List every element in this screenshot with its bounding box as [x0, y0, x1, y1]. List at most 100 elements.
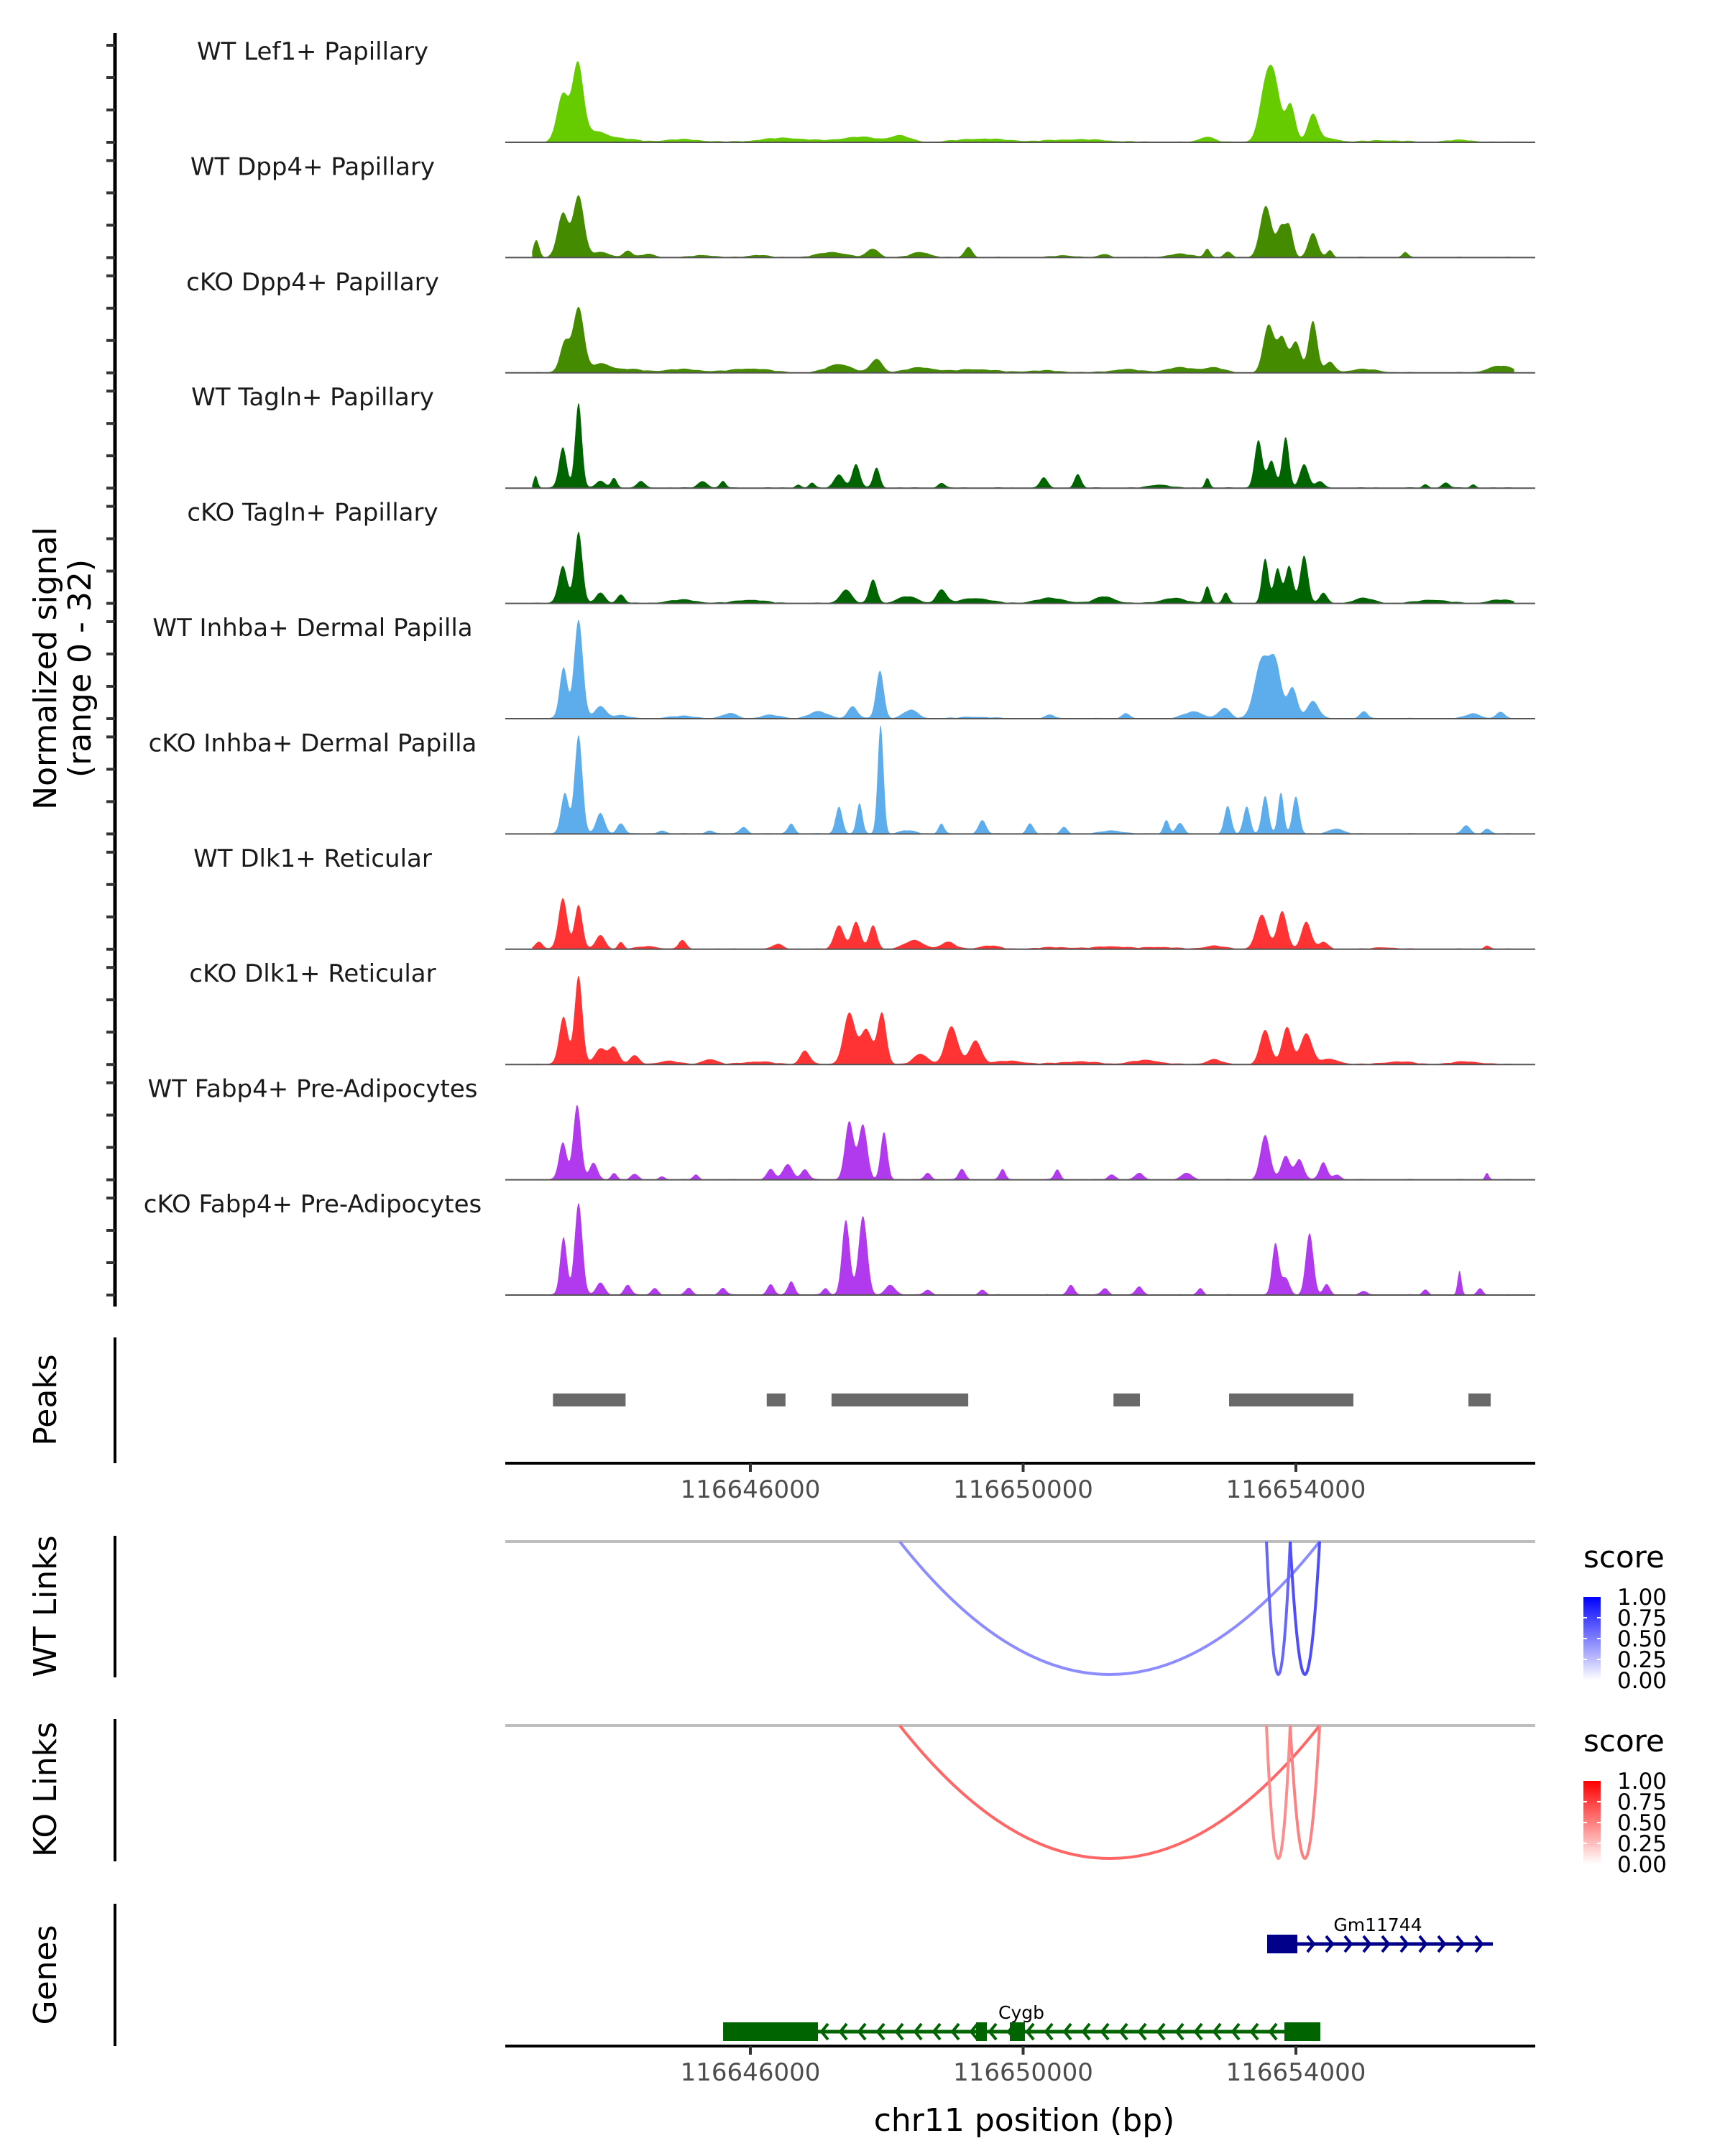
wt-links-panel: WT Links score 1.000.750.500.250.00 — [27, 1535, 1667, 1694]
legend-tick-label: 0.50 — [1617, 1810, 1667, 1836]
peaks-panel: Peaks 116646000 116650000 116654000 — [27, 1337, 1535, 1504]
gene-label: Gm11744 — [1333, 1915, 1422, 1935]
link-arc — [1265, 1541, 1292, 1676]
strand-arrow-icon — [1118, 2022, 1128, 2041]
gene-exon — [1266, 1935, 1297, 1953]
coverage-track: cKO Dpp4+ Papillary — [186, 268, 1535, 374]
legend-tick-label: 1.00 — [1617, 1769, 1667, 1795]
coverage-y-axis-subtitle: (range 0 - 32) — [62, 559, 98, 778]
link-arc — [898, 1724, 1321, 1860]
link-arc — [898, 1540, 1321, 1676]
gene-exon — [723, 2022, 819, 2041]
strand-arrow-icon — [1137, 2022, 1147, 2041]
legend-tick-label: 0.25 — [1617, 1831, 1667, 1857]
track-label: cKO Tagln+ Papillary — [187, 499, 438, 528]
coverage-area — [532, 403, 1514, 489]
strand-arrow-icon — [932, 2022, 942, 2041]
gene-exon — [1009, 2022, 1025, 2041]
strand-arrow-icon — [1306, 1935, 1316, 1953]
strand-arrow-icon — [1156, 2022, 1166, 2041]
coverage-area — [532, 975, 1514, 1065]
strand-arrow-icon — [1100, 2022, 1110, 2041]
track-label: cKO Inhba+ Dermal Papilla — [149, 729, 477, 757]
peak-region — [766, 1393, 786, 1406]
strand-arrow-icon — [1062, 2022, 1072, 2041]
coverage-area — [532, 306, 1514, 373]
track-label: WT Fabp4+ Pre-Adipocytes — [148, 1075, 478, 1104]
strand-arrow-icon — [1249, 2022, 1259, 2041]
track-label: WT Inhba+ Dermal Papilla — [152, 614, 472, 642]
strand-arrow-icon — [838, 2022, 848, 2041]
track-label: WT Lef1+ Papillary — [197, 37, 428, 66]
strand-arrow-icon — [1193, 2022, 1203, 2041]
ko-links-panel-title: KO Links — [27, 1722, 64, 1857]
wt-links-panel-title: WT Links — [27, 1535, 64, 1677]
coverage-track: cKO Fabp4+ Pre-Adipocytes — [144, 1190, 1535, 1296]
strand-arrow-icon — [1437, 1935, 1447, 1953]
track-label: cKO Dlk1+ Reticular — [189, 959, 436, 988]
x-tick-label: 116650000 — [953, 2058, 1093, 2087]
peak-region — [553, 1393, 626, 1406]
legend-tick-label: 0.00 — [1617, 1668, 1667, 1694]
strand-arrow-icon — [1325, 1935, 1335, 1953]
link-arc — [1289, 1541, 1322, 1676]
coverage-track: WT Tagln+ Papillary — [191, 383, 1535, 489]
strand-arrow-icon — [1474, 1935, 1484, 1953]
strand-arrow-icon — [969, 2022, 979, 2041]
coverage-track: cKO Inhba+ Dermal Papilla — [149, 725, 1535, 835]
strand-arrow-icon — [1044, 2022, 1054, 2041]
strand-arrow-icon — [1362, 1935, 1372, 1953]
strand-arrow-icon — [894, 2022, 904, 2041]
legend-tick-label: 0.75 — [1617, 1789, 1667, 1815]
legend-tick-label: 0.25 — [1617, 1647, 1667, 1673]
ko-score-legend: score 1.000.750.500.250.00 — [1583, 1723, 1667, 1878]
strand-arrow-icon — [1268, 2022, 1278, 2041]
gene-model: Cygb — [723, 2002, 1320, 2041]
peak-region — [831, 1393, 969, 1406]
coverage-track: WT Dlk1+ Reticular — [193, 844, 1535, 950]
x-tick-label: 116646000 — [681, 2058, 821, 2087]
gene-label: Cygb — [998, 2002, 1044, 2023]
coverage-area — [532, 1105, 1514, 1180]
coverage-panel: Normalized signal (range 0 - 32) WT Lef1… — [27, 33, 1535, 1307]
coverage-area — [532, 725, 1514, 834]
strand-arrow-icon — [819, 2022, 829, 2041]
gene-exon — [1284, 2022, 1320, 2041]
coverage-y-axis-title: Normalized signal — [27, 527, 64, 810]
coverage-area — [532, 619, 1514, 719]
coverage-track: WT Inhba+ Dermal Papilla — [152, 614, 1535, 719]
strand-arrow-icon — [1230, 2022, 1241, 2041]
strand-arrow-icon — [1418, 1935, 1428, 1953]
track-label: cKO Fabp4+ Pre-Adipocytes — [144, 1190, 482, 1219]
coverage-track: cKO Dlk1+ Reticular — [189, 959, 1535, 1066]
x-axis-title: chr11 position (bp) — [874, 2102, 1175, 2139]
coverage-area — [532, 61, 1514, 142]
gene-exon — [976, 2022, 988, 2041]
peak-region — [1113, 1393, 1141, 1406]
strand-arrow-icon — [857, 2022, 867, 2041]
coverage-area — [532, 898, 1514, 949]
coverage-track: WT Dpp4+ Papillary — [190, 152, 1535, 259]
legend-title: score — [1583, 1539, 1665, 1575]
strand-arrow-icon — [875, 2022, 886, 2041]
legend-tick-label: 0.75 — [1617, 1606, 1667, 1631]
genes-panel-title: Genes — [27, 1925, 64, 2024]
legend-tick-label: 0.00 — [1617, 1852, 1667, 1878]
link-arc — [1289, 1725, 1322, 1860]
strand-arrow-icon — [1174, 2022, 1184, 2041]
strand-arrow-icon — [1399, 1935, 1409, 1953]
strand-arrow-icon — [1081, 2022, 1091, 2041]
strand-arrow-icon — [950, 2022, 960, 2041]
strand-arrow-icon — [1455, 1935, 1466, 1953]
track-label: cKO Dpp4+ Papillary — [186, 268, 439, 297]
link-arc — [1265, 1725, 1292, 1860]
track-label: WT Tagln+ Papillary — [191, 383, 434, 412]
strand-arrow-icon — [1025, 2022, 1035, 2041]
wt-score-legend: score 1.000.750.500.250.00 — [1583, 1539, 1667, 1694]
strand-arrow-icon — [988, 2022, 998, 2041]
strand-arrow-icon — [913, 2022, 923, 2041]
x-tick-label: 116646000 — [681, 1475, 821, 1504]
track-label: WT Dpp4+ Papillary — [190, 152, 435, 181]
coverage-track: WT Lef1+ Papillary — [197, 37, 1535, 143]
peak-region — [1468, 1393, 1491, 1406]
